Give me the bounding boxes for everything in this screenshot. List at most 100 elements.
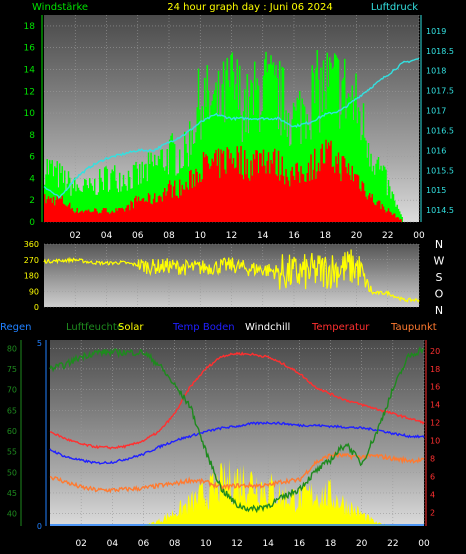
x-tick-label: 10 — [200, 539, 212, 549]
y-left-tick-label: 65 — [7, 406, 17, 415]
y-right-tick-label: 1015.5 — [426, 166, 454, 175]
x-tick-label: 22 — [387, 539, 398, 549]
y-left-tick-label: 55 — [7, 448, 17, 457]
y-left-tick-label: 10 — [24, 109, 36, 119]
temp-boden-series — [49, 420, 425, 465]
temperatur-series — [49, 351, 425, 450]
x-tick-label: 00 — [413, 231, 425, 241]
x-tick-label: 08 — [169, 539, 181, 549]
y-right-tick-label: 16 — [430, 383, 440, 392]
x-tick-label: 02 — [70, 231, 81, 241]
taupunkt-series — [49, 451, 425, 494]
x-tick-label: 14 — [262, 539, 274, 549]
y-left-tick-label: 0 — [29, 218, 35, 228]
y-right-tick-label: 1016 — [426, 146, 446, 155]
luftfeuchte-series — [49, 346, 425, 514]
legend-windchill: Windchill — [245, 322, 290, 333]
y-right-tick-label: 20 — [430, 347, 440, 356]
y-right-tick-label: 1018.5 — [426, 47, 454, 56]
temp-panel-marks — [49, 346, 425, 526]
y-right-tick-label: 1015 — [426, 186, 446, 195]
y-left-tick-label: 70 — [7, 386, 17, 395]
y-left-tick-label: 90 — [29, 287, 39, 296]
x-tick-label: 12 — [226, 231, 237, 241]
legend-regen: Regen — [0, 322, 32, 333]
y-left-tick-label: 8 — [29, 131, 35, 141]
x-tick-label: 14 — [257, 231, 269, 241]
y-right-tick-label: 1017 — [426, 107, 446, 116]
x-tick-label: 10 — [195, 231, 207, 241]
x-tick-label: 00 — [418, 539, 430, 549]
x-tick-label: 16 — [288, 231, 300, 241]
y-left-tick-label: 18 — [24, 22, 36, 32]
compass-label: O — [435, 288, 444, 301]
y-right-tick-label: 1017.5 — [426, 87, 454, 96]
y-left-tick-label: 12 — [24, 87, 35, 97]
direction-panel-grid — [44, 243, 420, 308]
y-inner-tick-label: 5 — [37, 339, 42, 348]
y-right-tick-label: 1014.5 — [426, 206, 454, 215]
x-tick-label: 22 — [382, 231, 393, 241]
x-tick-label: 06 — [138, 539, 150, 549]
legend-solar: Solar — [118, 322, 144, 333]
y-left-tick-label: 360 — [24, 240, 39, 249]
compass-label: N — [435, 238, 443, 251]
compass-label: W — [434, 255, 445, 268]
temp-panel-axes: 02 04 06 08 10 12 14 16 18 20 22 004045505560657075… — [7, 339, 440, 549]
y-right-tick-label: 8 — [430, 455, 435, 464]
compass-label: S — [436, 271, 443, 284]
wind-panel-marks — [43, 50, 420, 222]
y-right-tick-label: 18 — [430, 365, 440, 374]
x-tick-label: 04 — [107, 539, 119, 549]
x-tick-label: 08 — [163, 231, 175, 241]
x-tick-label: 06 — [132, 231, 144, 241]
y-left-tick-label: 6 — [29, 153, 35, 163]
y-left-tick-label: 0 — [34, 303, 39, 312]
y-left-tick-label: 80 — [7, 344, 17, 353]
y-left-tick-label: 2 — [29, 196, 35, 206]
y-left-tick-label: 270 — [24, 256, 39, 265]
y-right-tick-label: 2 — [430, 509, 435, 518]
y-left-tick-label: 16 — [24, 44, 36, 54]
y-left-tick-label: 4 — [29, 174, 35, 184]
right-axis-title: Luftdruck — [371, 2, 418, 13]
x-tick-label: 20 — [351, 231, 363, 241]
y-inner-tick-label: 0 — [37, 522, 42, 531]
left-axis-title: Windstärke — [32, 2, 88, 13]
y-left-tick-label: 45 — [7, 489, 17, 498]
y-right-tick-label: 1018 — [426, 67, 446, 76]
y-right-tick-label: 12 — [430, 419, 440, 428]
y-left-tick-label: 75 — [7, 365, 17, 374]
x-tick-label: 18 — [320, 231, 332, 241]
y-left-tick-label: 180 — [24, 272, 39, 281]
x-tick-label: 18 — [325, 539, 337, 549]
y-left-tick-label: 60 — [7, 427, 17, 436]
wind-average-series — [44, 139, 402, 222]
y-right-tick-label: 1016.5 — [426, 126, 454, 135]
legend-temperatur: Temperatur — [311, 322, 370, 333]
legend-luftfeuchte: Luftfeuchte — [66, 322, 123, 333]
x-tick-label: 04 — [101, 231, 113, 241]
y-right-tick-label: 10 — [430, 437, 440, 446]
y-right-tick-label: 6 — [430, 473, 435, 482]
direction-panel-marks — [43, 249, 420, 303]
x-tick-label: 20 — [356, 539, 368, 549]
x-tick-label: 02 — [75, 539, 86, 549]
y-right-tick-label: 1019 — [426, 27, 446, 36]
solar-series — [50, 458, 424, 526]
y-right-tick-label: 4 — [430, 491, 435, 500]
y-left-tick-label: 14 — [24, 65, 36, 75]
legend-temp-boden: Temp Boden — [172, 322, 235, 333]
y-left-tick-label: 40 — [7, 510, 17, 519]
compass-label: N — [435, 304, 443, 317]
x-tick-label: 16 — [294, 539, 306, 549]
y-left-tick-label: 50 — [7, 468, 17, 477]
pressure-series — [43, 57, 420, 199]
wind-panel-axes: 02 04 06 08 10 12 14 16 18 20 22 000246810121416181… — [24, 15, 454, 241]
wind-direction-series — [43, 249, 420, 303]
y-right-tick-label: 14 — [430, 401, 440, 410]
x-tick-label: 12 — [231, 539, 242, 549]
chart-title: 24 hour graph day : Juni 06 2024 — [167, 2, 333, 13]
